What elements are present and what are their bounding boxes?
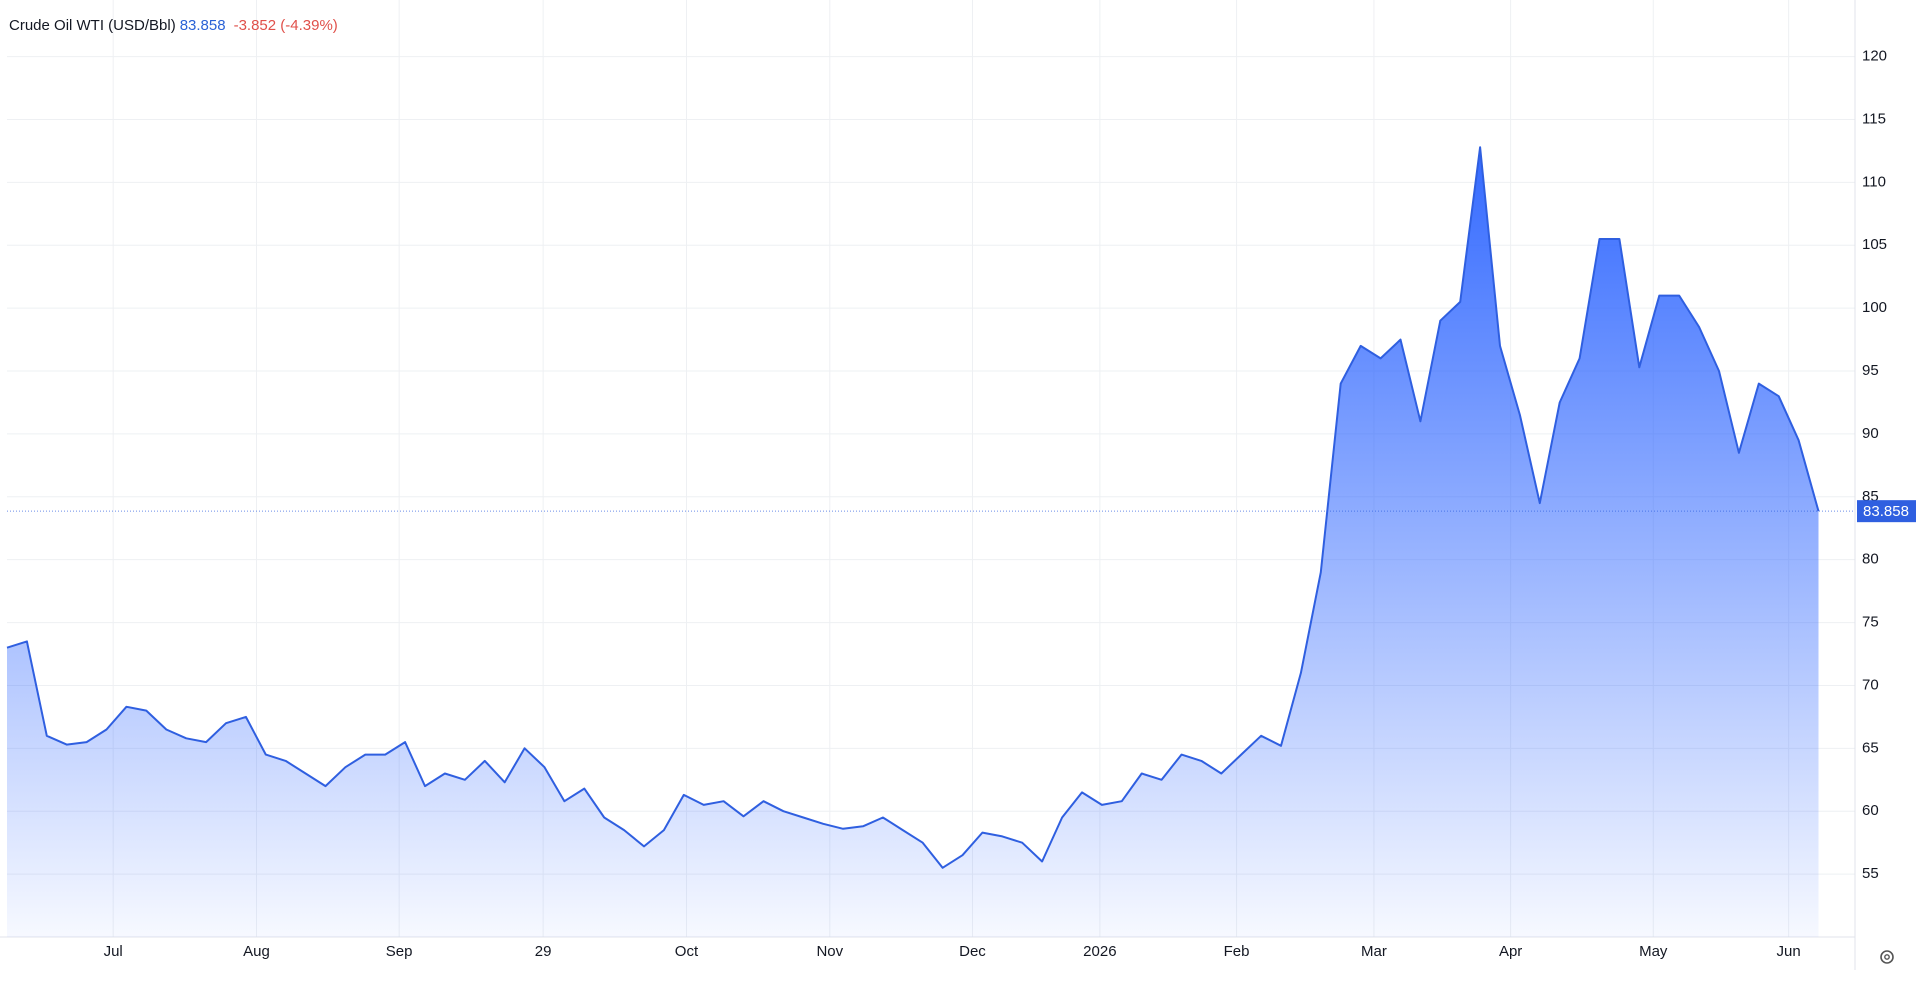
- y-tick-label: 95: [1862, 362, 1879, 379]
- x-tick-label: Nov: [816, 943, 843, 960]
- x-tick-label: Aug: [243, 943, 270, 960]
- y-tick-label: 90: [1862, 425, 1879, 442]
- y-tick-label: 60: [1862, 802, 1879, 819]
- x-tick-label: Apr: [1499, 943, 1522, 960]
- y-tick-label: 105: [1862, 236, 1887, 253]
- y-tick-label: 70: [1862, 676, 1879, 693]
- price-line: [6, 146, 1820, 869]
- instrument-title: Crude Oil WTI (USD/Bbl): [9, 17, 176, 34]
- y-tick-label: 110: [1862, 173, 1886, 190]
- x-tick-label: May: [1639, 943, 1668, 960]
- x-tick-label: Feb: [1224, 943, 1250, 960]
- price-change: -3.852 (-4.39%): [233, 17, 338, 34]
- x-tick-label: 2026: [1083, 943, 1116, 960]
- x-tick-label: Jun: [1777, 943, 1801, 960]
- x-tick-label: Sep: [386, 943, 413, 960]
- header: Crude Oil WTI (USD/Bbl) 83.858 -3.852 (-4.…: [9, 17, 338, 34]
- y-tick-label: 80: [1862, 551, 1879, 568]
- y-tick-label: 65: [1862, 739, 1879, 756]
- y-tick-label: 75: [1862, 614, 1879, 631]
- area-fill: [7, 147, 1819, 937]
- x-tick-label: Jul: [104, 943, 123, 960]
- gear-ring[interactable]: [1880, 950, 1894, 964]
- y-tick-label: 55: [1862, 865, 1879, 882]
- x-tick-label: Mar: [1361, 943, 1387, 960]
- settings-icon[interactable]: [1880, 950, 1894, 964]
- x-tick-label: Dec: [959, 943, 986, 960]
- last-price: 83.858: [179, 17, 226, 34]
- x-tick-label: 29: [535, 943, 552, 960]
- y-tick-label: 120: [1862, 48, 1887, 65]
- y-tick-label: 100: [1862, 299, 1887, 316]
- last-price-badge: [1857, 500, 1916, 523]
- gear-hub[interactable]: [1884, 954, 1890, 960]
- last-price-label: 83.858: [1863, 503, 1909, 520]
- y-tick-label: 115: [1862, 110, 1886, 127]
- x-tick-label: Oct: [675, 943, 699, 960]
